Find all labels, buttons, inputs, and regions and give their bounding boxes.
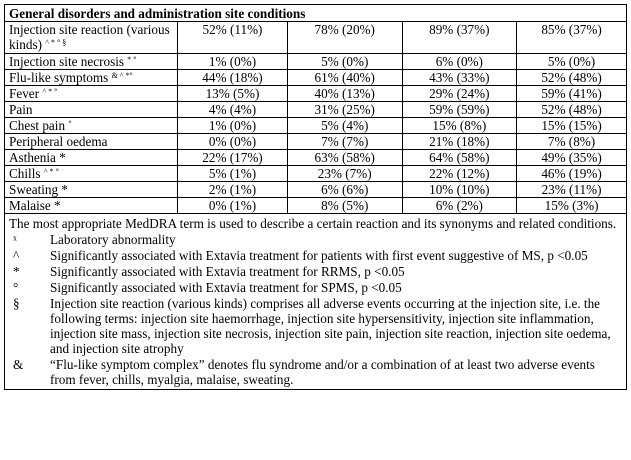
cell-value: 21% (18%) [401, 133, 518, 150]
row-term: Fever ^ * ° [3, 85, 179, 102]
table-row: Pain 4% (4%) 31% (25%) 59% (59%) 52% (48… [3, 101, 627, 118]
footnote: § Injection site reaction (various kinds… [9, 296, 622, 356]
footnote: ° Significantly associated with Extavia … [9, 280, 622, 295]
footnote-symbol: ^ [13, 248, 20, 263]
cell-value: 43% (33%) [401, 69, 518, 86]
footnote-marks: ^ * ° [42, 87, 58, 96]
table-row: Peripheral oedema 0% (0%) 7% (7%) 21% (1… [3, 133, 627, 150]
row-term: Sweating * [3, 181, 179, 198]
table-row: Fever ^ * ° 13% (5%) 40% (13%) 29% (24%)… [3, 85, 627, 102]
footnote-symbol: § [13, 296, 20, 311]
cell-value: 6% (0%) [401, 53, 518, 70]
cell-value: 89% (37%) [401, 21, 518, 54]
cell-value: 6% (2%) [401, 197, 518, 214]
row-term: Malaise * [3, 197, 179, 214]
footnote-symbol: ˣ [13, 232, 17, 247]
cell-value: 52% (48%) [516, 101, 627, 118]
cell-value: 15% (15%) [516, 117, 627, 134]
cell-value: 2% (1%) [177, 181, 288, 198]
cell-value: 15% (3%) [516, 197, 627, 214]
cell-value: 7% (7%) [286, 133, 403, 150]
table-row: Sweating * 2% (1%) 6% (6%) 10% (10%) 23%… [3, 181, 627, 198]
cell-value: 22% (12%) [401, 165, 518, 182]
cell-value: 0% (1%) [177, 197, 288, 214]
footnote-marks: ^ * ° § [45, 38, 67, 47]
row-term: Chest pain ° [3, 117, 179, 134]
cell-value: 59% (59%) [401, 101, 518, 118]
cell-value: 59% (41%) [516, 85, 627, 102]
cell-value: 5% (4%) [286, 117, 403, 134]
table-row: Chest pain ° 1% (0%) 5% (4%) 15% (8%) 15… [3, 117, 627, 134]
cell-value: 10% (10%) [401, 181, 518, 198]
cell-value: 46% (19%) [516, 165, 627, 182]
footnote-text: “Flu-like symptom complex” denotes flu s… [50, 357, 595, 387]
cell-value: 31% (25%) [286, 101, 403, 118]
cell-value: 4% (4%) [177, 101, 288, 118]
cell-value: 85% (37%) [516, 21, 627, 54]
cell-value: 29% (24%) [401, 85, 518, 102]
table-row: Malaise * 0% (1%) 8% (5%) 6% (2%) 15% (3… [3, 197, 627, 214]
cell-value: 61% (40%) [286, 69, 403, 86]
footnote-marks: ° [68, 119, 72, 128]
section-header: General disorders and administration sit… [4, 4, 627, 22]
cell-value: 23% (7%) [286, 165, 403, 182]
footnote-marks: * ° [127, 55, 137, 64]
cell-value: 40% (13%) [286, 85, 403, 102]
cell-value: 1% (0%) [177, 53, 288, 70]
footnote-symbol: * [13, 264, 20, 279]
cell-value: 5% (0%) [286, 53, 403, 70]
footnote-text: Laboratory abnormality [50, 232, 176, 247]
table-row: Injection site necrosis * ° 1% (0%) 5% (… [3, 53, 627, 70]
notes-cell: The most appropriate MedDRA term is used… [4, 213, 627, 390]
adverse-events-table: General disorders and administration sit… [3, 4, 627, 390]
notes-intro: The most appropriate MedDRA term is used… [9, 216, 617, 231]
footnote: * Significantly associated with Extavia … [9, 264, 622, 279]
table-row: Flu-like symptoms & ^ *° 44% (18%) 61% (… [3, 69, 627, 86]
row-term: Asthenia * [3, 149, 179, 166]
row-term: Peripheral oedema [3, 133, 179, 150]
footnote-symbol: & [13, 357, 24, 372]
footnote: ^ Significantly associated with Extavia … [9, 248, 622, 263]
footnote-text: Injection site reaction (various kinds) … [50, 296, 611, 356]
footnote-text: Significantly associated with Extavia tr… [50, 264, 405, 279]
table-row: Injection site reaction (various kinds) … [3, 21, 627, 54]
table-row: Asthenia * 22% (17%) 63% (58%) 64% (58%)… [3, 149, 627, 166]
cell-value: 78% (20%) [286, 21, 403, 54]
footnote: & “Flu-like symptom complex” denotes flu… [9, 357, 622, 387]
row-term: Chills ^ * ° [3, 165, 179, 182]
footnote-marks: & ^ *° [111, 71, 133, 80]
cell-value: 0% (0%) [177, 133, 288, 150]
cell-value: 52% (48%) [516, 69, 627, 86]
cell-value: 23% (11%) [516, 181, 627, 198]
table-row: Chills ^ * ° 5% (1%) 23% (7%) 22% (12%) … [3, 165, 627, 182]
cell-value: 13% (5%) [177, 85, 288, 102]
section-header-row: General disorders and administration sit… [4, 4, 627, 22]
cell-value: 8% (5%) [286, 197, 403, 214]
cell-value: 5% (1%) [177, 165, 288, 182]
cell-value: 52% (11%) [177, 21, 288, 54]
row-term: Pain [3, 101, 179, 118]
cell-value: 5% (0%) [516, 53, 627, 70]
footnote-symbol: ° [13, 280, 19, 295]
footnote-text: Significantly associated with Extavia tr… [50, 280, 402, 295]
cell-value: 22% (17%) [177, 149, 288, 166]
cell-value: 1% (0%) [177, 117, 288, 134]
footnote: ˣ Laboratory abnormality [9, 232, 622, 247]
cell-value: 7% (8%) [516, 133, 627, 150]
notes-row: The most appropriate MedDRA term is used… [4, 213, 627, 390]
footnote-text: Significantly associated with Extavia tr… [50, 248, 588, 263]
row-term: Injection site necrosis * ° [3, 53, 179, 70]
cell-value: 63% (58%) [286, 149, 403, 166]
cell-value: 44% (18%) [177, 69, 288, 86]
row-term: Flu-like symptoms & ^ *° [3, 69, 179, 86]
cell-value: 6% (6%) [286, 181, 403, 198]
cell-value: 49% (35%) [516, 149, 627, 166]
cell-value: 15% (8%) [401, 117, 518, 134]
row-term: Injection site reaction (various kinds) … [3, 21, 179, 54]
footnote-marks: ^ * ° [43, 167, 59, 176]
cell-value: 64% (58%) [401, 149, 518, 166]
